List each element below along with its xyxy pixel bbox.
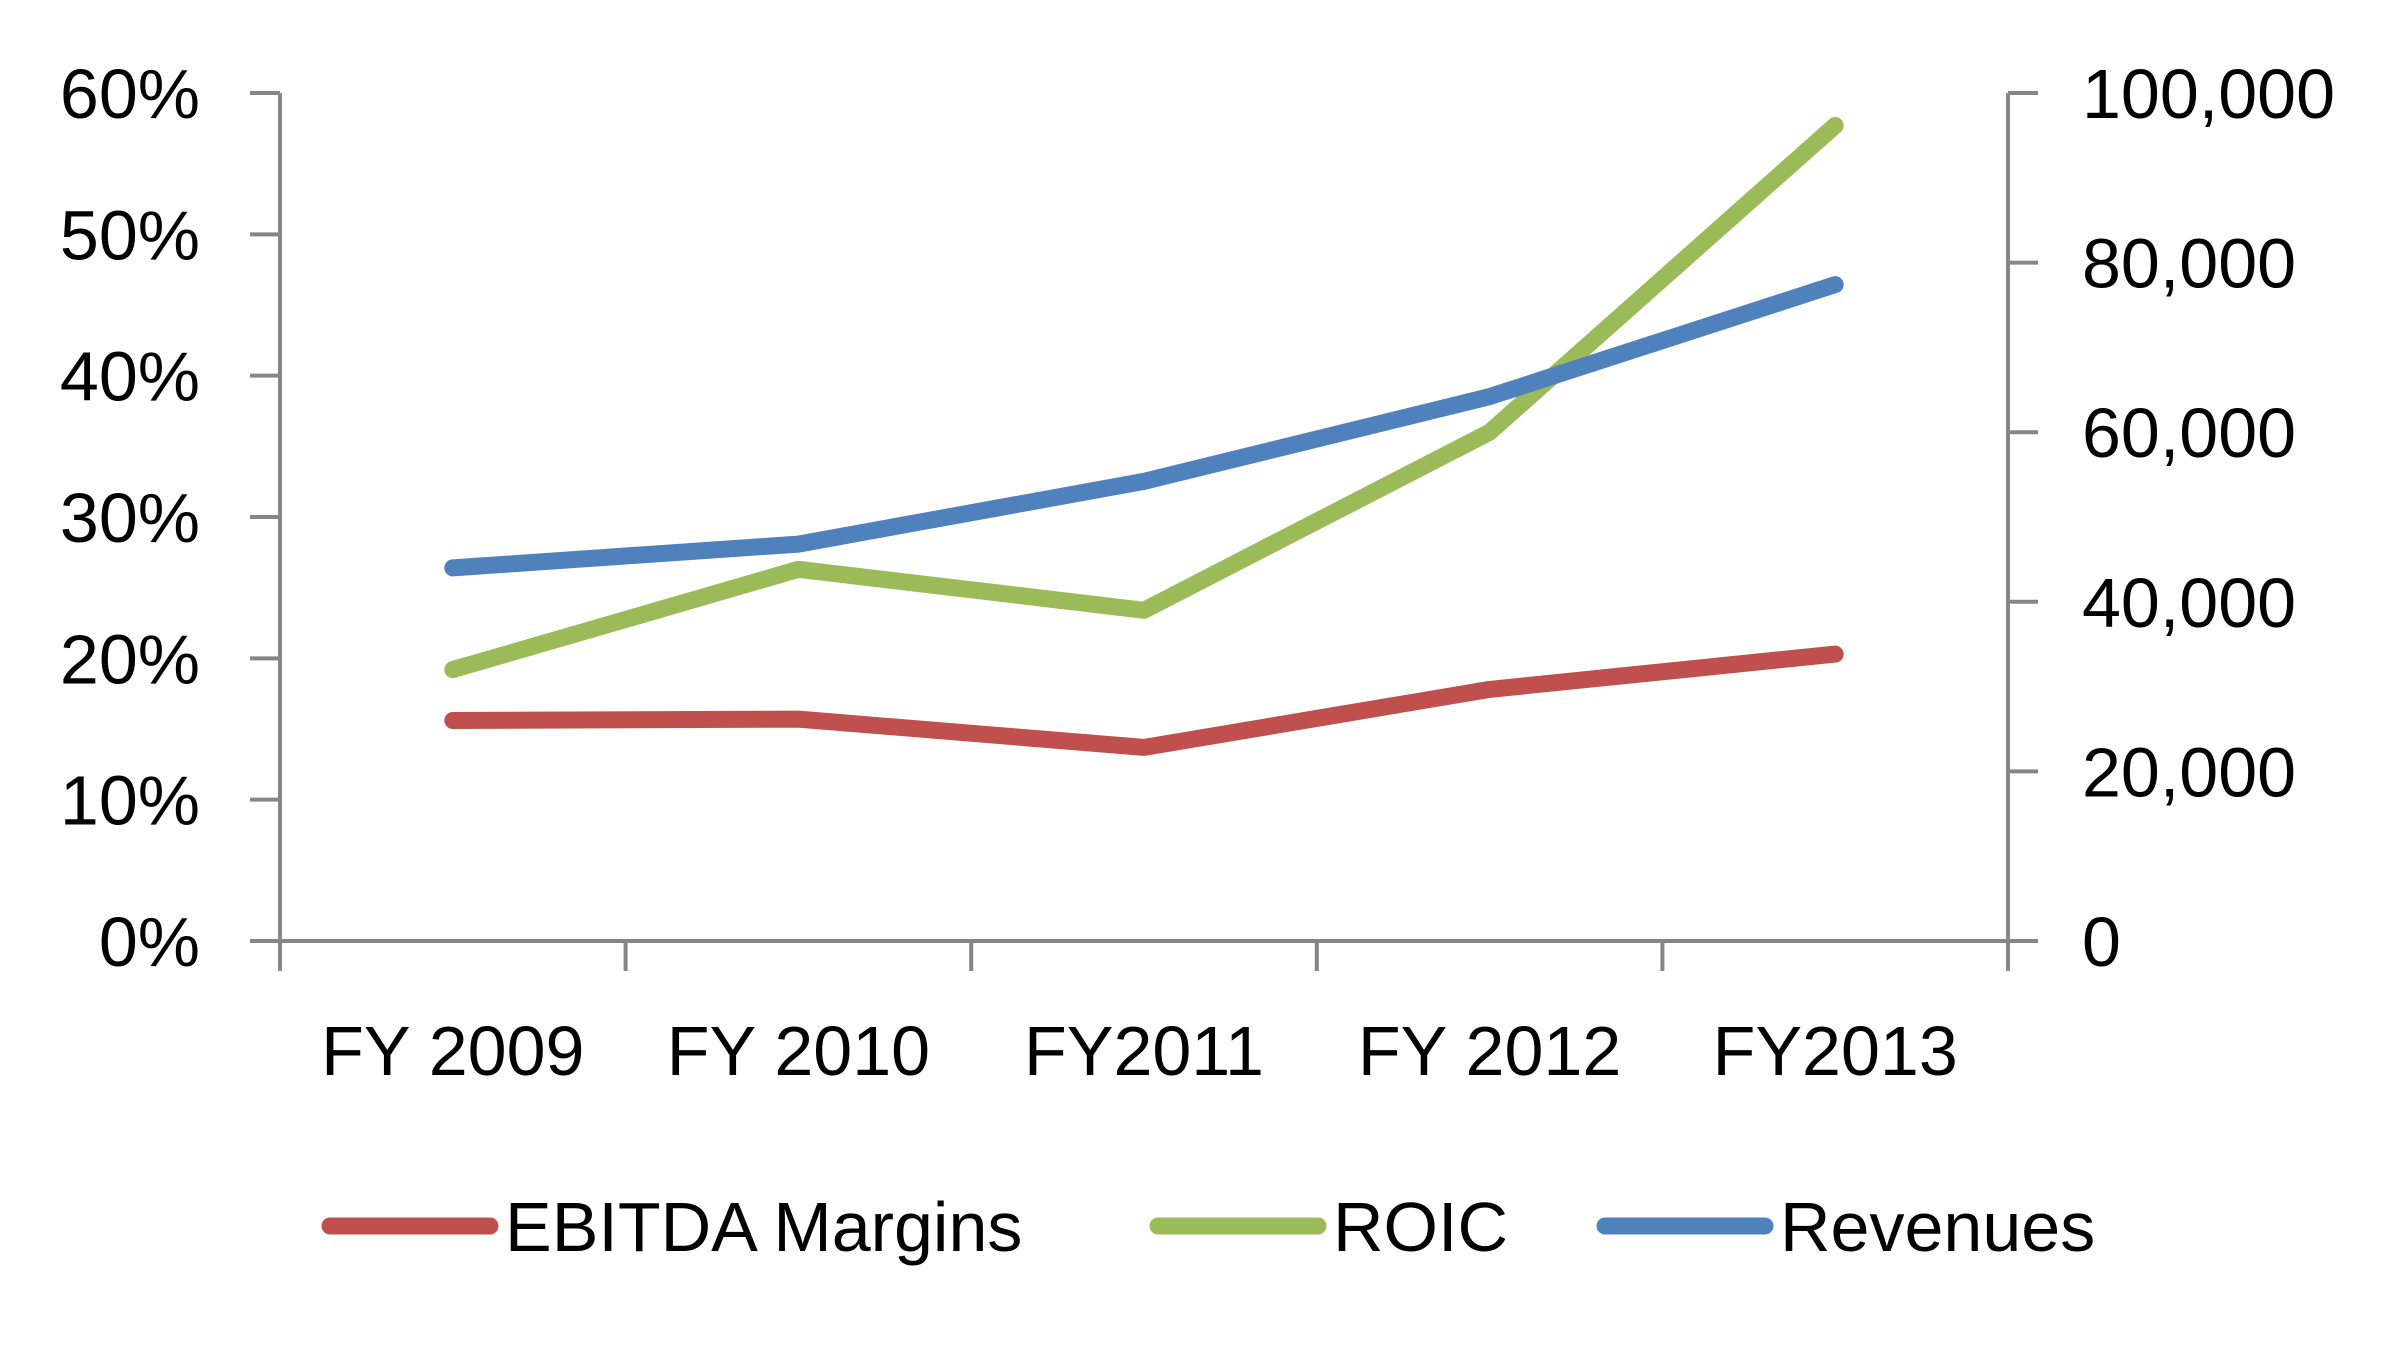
right-axis-tick-label: 60,000	[2082, 394, 2296, 472]
right-axis-tick-label: 0	[2082, 903, 2121, 981]
series-line-roic	[444, 117, 1844, 679]
left-axis-tick-label: 60%	[60, 55, 200, 133]
x-axis-tick-label: FY 2010	[667, 1012, 930, 1090]
right-axis-tick-label: 20,000	[2082, 733, 2296, 811]
right-axis-tick-label: 80,000	[2082, 225, 2296, 303]
chart-axes: 0% 10% 20% 30% 40% 50% 60% 0 20,000 40,000 60,000 8…	[60, 55, 2335, 1090]
left-axis-tick-label: 50%	[60, 196, 200, 274]
x-axis-tick-label: FY2013	[1713, 1012, 1958, 1090]
x-axis-tick-label: FY2011	[1024, 1012, 1264, 1090]
left-axis-tick-label: 20%	[60, 620, 200, 698]
legend-label-revenues: Revenues	[1780, 1188, 2095, 1266]
series-line-ebitda-margins	[444, 645, 1844, 756]
series-line-revenues	[444, 276, 1844, 577]
left-axis-tick-label: 0%	[99, 903, 200, 981]
x-axis-tick-label: FY 2012	[1358, 1012, 1621, 1090]
left-axis-tick-label: 10%	[60, 762, 200, 840]
left-axis-tick-label: 30%	[60, 479, 200, 557]
legend-label-roic: ROIC	[1333, 1188, 1508, 1266]
left-axis-tick-label: 40%	[60, 338, 200, 416]
chart-legend: EBITDA Margins ROIC Revenues	[321, 1188, 2095, 1266]
x-axis-tick-label: FY 2009	[321, 1012, 584, 1090]
chart-series-lines	[444, 117, 1844, 756]
right-axis-tick-label: 100,000	[2082, 55, 2335, 133]
legend-label-ebitda-margins: EBITDA Margins	[505, 1188, 1022, 1266]
right-axis-tick-label: 40,000	[2082, 564, 2296, 642]
